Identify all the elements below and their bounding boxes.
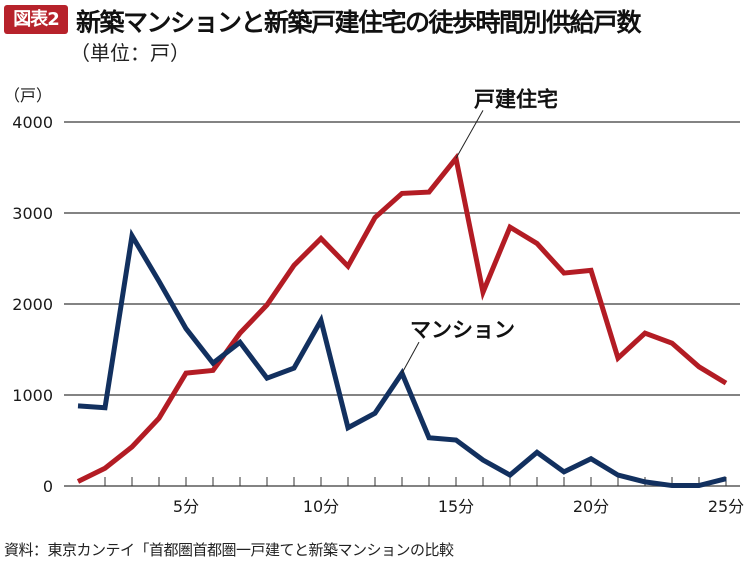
series-lines xyxy=(76,152,728,489)
y-tick-label: 0 xyxy=(43,477,53,496)
figure-badge: 図表2 xyxy=(4,5,68,34)
series-label-mansion: マンション xyxy=(410,318,515,342)
x-tick-label: 10分 xyxy=(303,497,339,516)
gridlines xyxy=(64,121,740,487)
series-line-detached xyxy=(76,152,728,484)
x-tick-label: 25分 xyxy=(708,497,744,516)
y-tick-label: 4000 xyxy=(12,113,53,132)
y-tick-label: 3000 xyxy=(12,204,53,223)
series-line-mansion xyxy=(77,228,727,489)
x-tick-label: 15分 xyxy=(438,497,474,516)
unit-note: （単位：戸） xyxy=(70,41,190,65)
x-tick-label: 20分 xyxy=(573,497,609,516)
x-axis: 5分 10分 15分 20分 25分 xyxy=(104,477,744,516)
series-labels: 戸建住宅 マンション xyxy=(401,87,558,374)
y-axis-ticks: 0 1000 2000 3000 4000 xyxy=(12,113,53,496)
y-tick-label: 1000 xyxy=(12,386,53,405)
source-note: 資料：東京カンテイ「首都圏首都圏一戸建てと新築マンションの比較 xyxy=(4,541,454,559)
chart-title: 新築マンションと新築戸建住宅の徒歩時間別供給戸数 xyxy=(76,8,642,37)
y-axis-unit-label: （戸） xyxy=(4,86,52,105)
leader-line-detached xyxy=(455,110,484,159)
y-tick-label: 2000 xyxy=(12,295,53,314)
series-label-detached: 戸建住宅 xyxy=(474,87,558,111)
leader-line-mansion xyxy=(401,341,420,374)
x-tick-label: 5分 xyxy=(173,497,199,516)
